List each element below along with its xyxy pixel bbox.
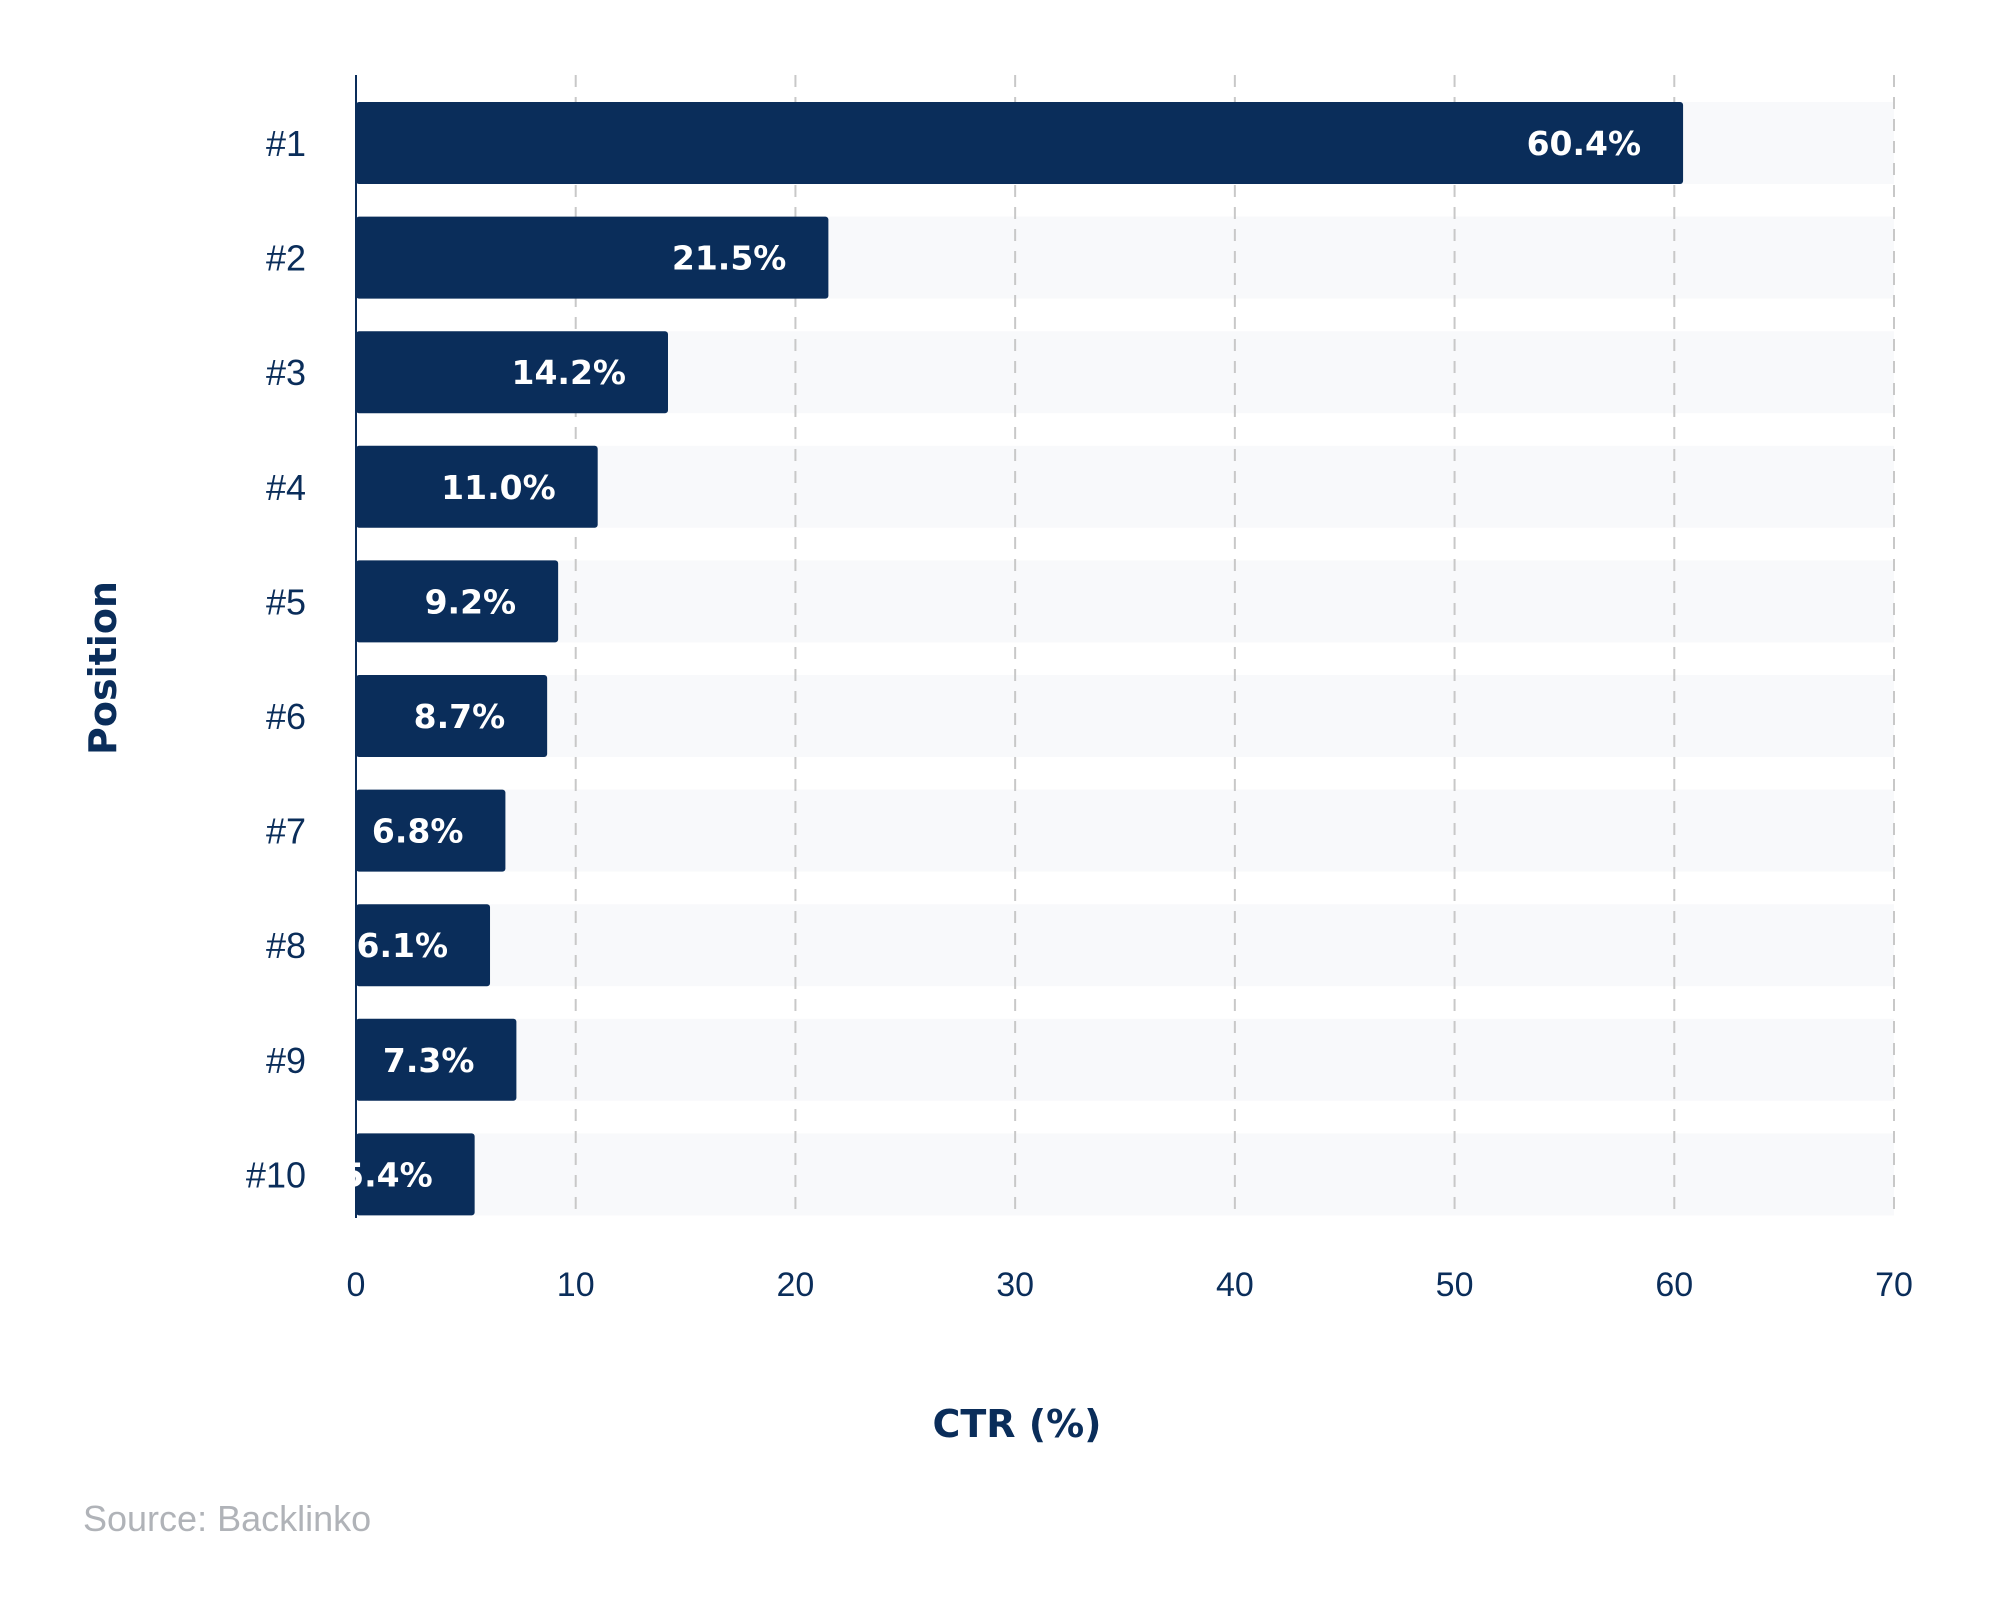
category-label: #9 bbox=[266, 1040, 306, 1081]
data-label: 9.2% bbox=[425, 582, 517, 621]
data-label: 60.4% bbox=[1527, 124, 1642, 163]
bars bbox=[356, 102, 1684, 1216]
category-label: #8 bbox=[266, 925, 306, 966]
data-labels: 60.4% 21.5% 14.2% 11.0% 9.2% 8.7% 6.8% 6.1% 7.3%… bbox=[341, 124, 1641, 1194]
data-label: 5.4% bbox=[341, 1155, 433, 1194]
bar-track bbox=[356, 445, 1894, 528]
x-tick-label: 70 bbox=[1875, 1266, 1913, 1304]
category-label: #3 bbox=[266, 352, 306, 393]
x-tick-label: 50 bbox=[1436, 1266, 1474, 1304]
data-label: 7.3% bbox=[383, 1041, 475, 1080]
data-label: 11.0% bbox=[441, 468, 556, 507]
bar bbox=[356, 331, 668, 414]
bar-track bbox=[356, 904, 1894, 987]
category-label: #2 bbox=[266, 238, 306, 279]
x-tick-label: 60 bbox=[1655, 1266, 1693, 1304]
bar bbox=[356, 445, 598, 528]
data-label: 8.7% bbox=[414, 697, 506, 736]
bar bbox=[356, 1133, 475, 1216]
x-tick-label: 20 bbox=[777, 1266, 815, 1304]
category-label: #7 bbox=[266, 811, 306, 852]
bar-track bbox=[356, 1133, 1894, 1216]
category-label: #4 bbox=[266, 467, 306, 508]
gridlines bbox=[574, 75, 1895, 1218]
x-tick-label: 10 bbox=[557, 1266, 595, 1304]
data-label: 21.5% bbox=[672, 239, 787, 278]
bar-track bbox=[356, 789, 1894, 872]
category-label: #1 bbox=[266, 123, 306, 164]
y-axis-title: Position bbox=[81, 581, 125, 755]
x-tick-label: 0 bbox=[347, 1266, 366, 1304]
x-axis-title: CTR (%) bbox=[932, 1402, 1101, 1446]
bar bbox=[356, 560, 559, 643]
category-label: #5 bbox=[266, 581, 306, 622]
x-tick-labels: 0 10 20 30 40 50 60 70 bbox=[347, 1266, 1913, 1304]
bar-track bbox=[356, 560, 1894, 643]
bar bbox=[356, 789, 506, 872]
data-label: 6.1% bbox=[356, 926, 448, 965]
bar-tracks bbox=[356, 102, 1894, 1216]
source-note: Source: Backlinko bbox=[83, 1498, 372, 1539]
bar bbox=[356, 675, 548, 757]
category-label: #10 bbox=[246, 1154, 306, 1195]
bar-track bbox=[356, 675, 1894, 757]
data-label: 6.8% bbox=[372, 812, 464, 851]
bar bbox=[356, 216, 829, 299]
category-label: #6 bbox=[266, 696, 306, 737]
category-labels: #1 #2 #3 #4 #5 #6 #7 #8 #9 #10 bbox=[246, 123, 306, 1195]
bar bbox=[356, 102, 1684, 184]
bar-track bbox=[356, 1018, 1894, 1101]
x-tick-label: 40 bbox=[1216, 1266, 1254, 1304]
data-label: 14.2% bbox=[511, 353, 626, 392]
bar bbox=[356, 1018, 517, 1101]
x-tick-label: 30 bbox=[996, 1266, 1034, 1304]
bar bbox=[356, 904, 491, 987]
